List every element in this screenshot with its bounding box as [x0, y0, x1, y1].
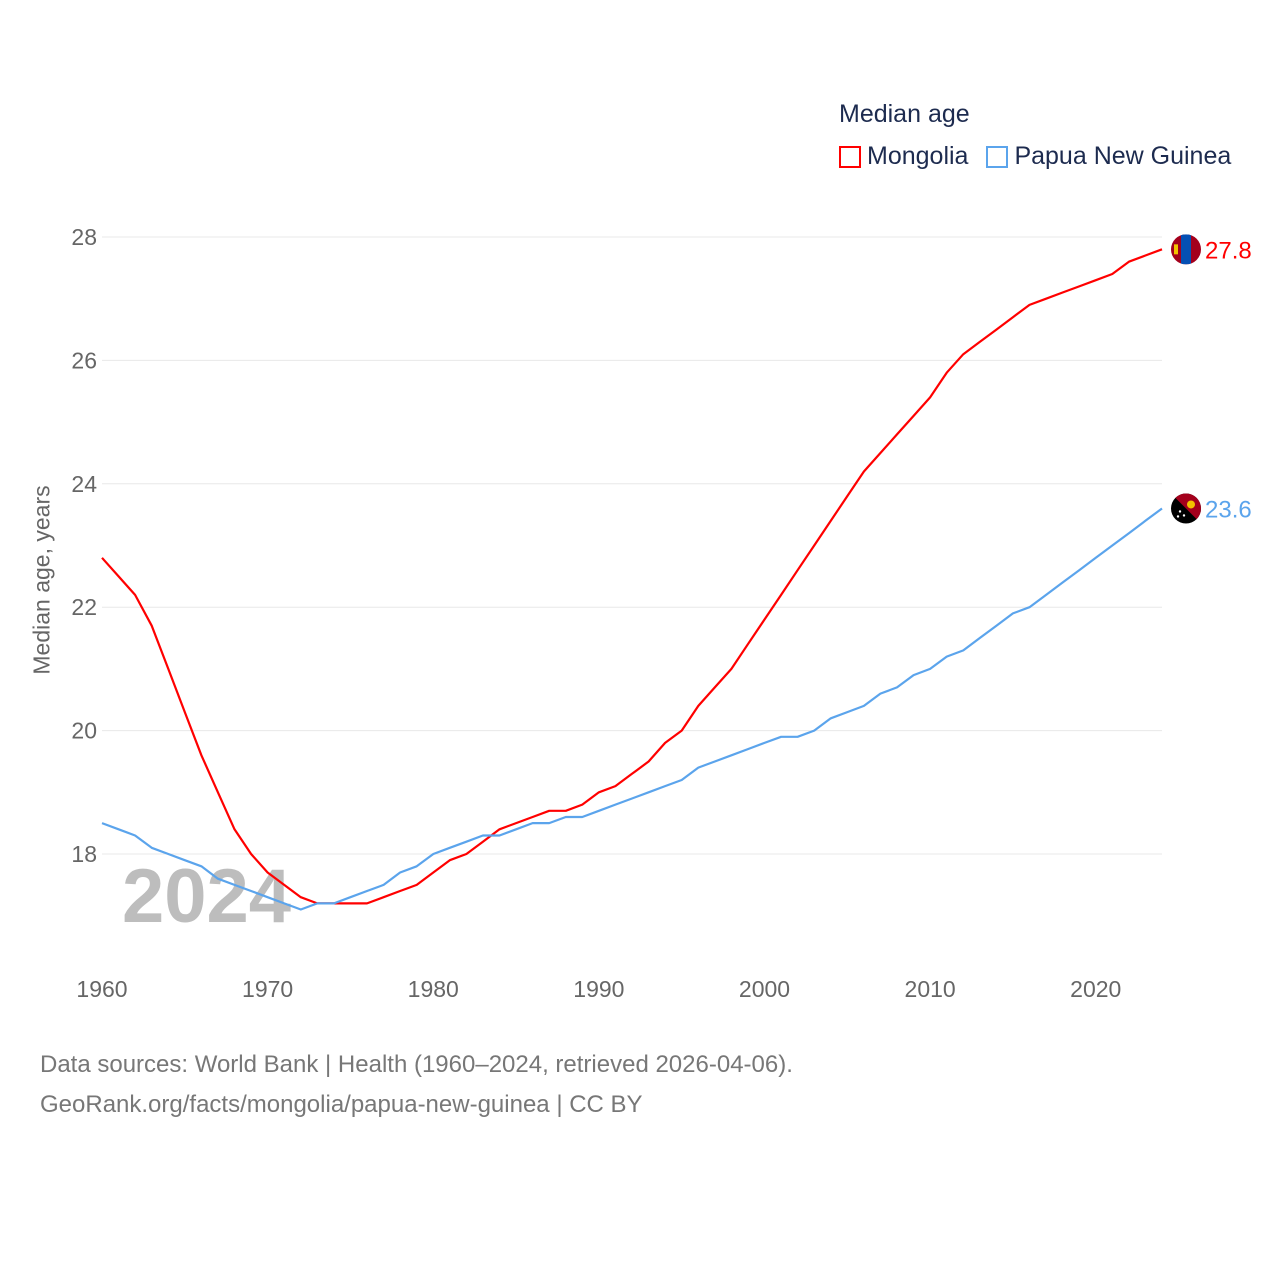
legend-title: Median age: [839, 100, 970, 128]
x-tick-label: 1970: [242, 976, 293, 1002]
papua-new-guinea-flag-icon: [1171, 493, 1201, 524]
series-line-papua-new-guinea: [101, 507, 1163, 911]
legend: Mongolia Papua New Guinea: [839, 142, 1231, 171]
line-chart: 18 20 22 24 26 28 1960 1970 1980 1990 2000 2010 2020…: [71, 224, 1252, 1002]
footer: Data sources: World Bank | Health (1960–…: [40, 1045, 793, 1125]
series-line-mongolia: [101, 248, 1163, 905]
y-tick-label: 26: [71, 347, 97, 373]
end-value-label-mongolia: 27.8: [1205, 237, 1252, 264]
legend-label-mongolia: Mongolia: [867, 142, 969, 170]
mongolia-flag-icon: [1171, 234, 1201, 265]
legend-swatch-papua-new-guinea: [986, 145, 1009, 168]
x-tick-label: 2010: [905, 976, 956, 1002]
legend-label-papua-new-guinea: Papua New Guinea: [1014, 142, 1232, 170]
source-link[interactable]: GeoRank.org/facts/mongolia/papua-new-gui…: [40, 1091, 643, 1118]
y-tick-label: 20: [71, 718, 97, 744]
data-source-note: Data sources: World Bank | Health (1960–…: [40, 1051, 793, 1078]
legend-item-mongolia[interactable]: Mongolia: [839, 142, 968, 171]
x-tick-label: 1960: [76, 976, 127, 1002]
legend-item-papua-new-guinea[interactable]: Papua New Guinea: [986, 142, 1231, 171]
legend-swatch-mongolia: [839, 145, 861, 168]
y-tick-label: 28: [71, 224, 97, 250]
y-tick-label: 24: [71, 471, 97, 497]
y-tick-label: 18: [71, 841, 97, 867]
end-value-label-papua-new-guinea: 23.6: [1205, 496, 1252, 523]
y-tick-label: 22: [71, 594, 97, 620]
x-tick-label: 1980: [408, 976, 459, 1002]
x-tick-label: 2000: [739, 976, 790, 1002]
x-tick-label: 2020: [1070, 976, 1121, 1002]
x-tick-label: 1990: [573, 976, 624, 1002]
